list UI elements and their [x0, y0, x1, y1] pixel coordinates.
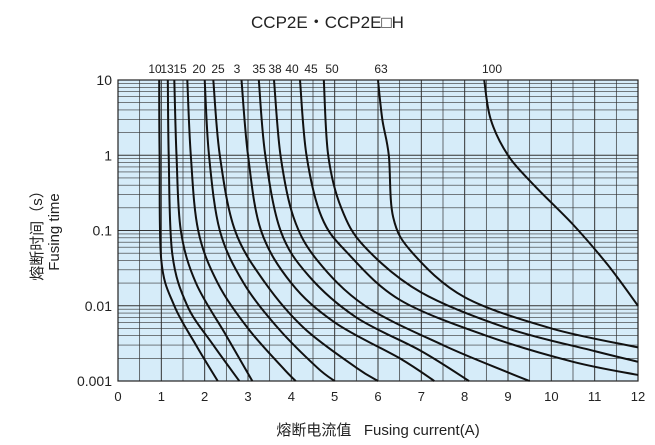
x-tick-label: 0 — [114, 389, 121, 404]
rating-label: 3 — [234, 62, 241, 76]
fuse-curve-10 — [158, 79, 219, 382]
y-tick-label: 10 — [96, 72, 112, 88]
x-tick-label: 10 — [544, 389, 558, 404]
x-axis-label: 熔断电流值 Fusing current(A) — [276, 422, 480, 439]
y-axis-label: 熔断时间（s） Fusing time — [29, 82, 63, 382]
rating-label: 13 — [160, 62, 174, 76]
fuse-curve-50 — [322, 79, 639, 363]
y-tick-label: 0.001 — [77, 373, 112, 389]
x-tick-label: 3 — [244, 389, 251, 404]
y-tick-label: 1 — [104, 147, 112, 163]
fuse-curve-20 — [186, 79, 297, 382]
x-tick-label: 5 — [331, 389, 338, 404]
fuse-curve-15 — [173, 79, 254, 382]
x-tick-label: 2 — [201, 389, 208, 404]
x-tick-label: 9 — [504, 389, 511, 404]
y-axis-label-en: Fusing time — [46, 193, 63, 271]
chart-title: CCP2E・CCP2E□H — [251, 13, 404, 32]
fuse-curve-13 — [166, 79, 241, 382]
x-tick-label: 4 — [288, 389, 295, 404]
rating-label: 45 — [304, 62, 318, 76]
fuse-curve-40 — [273, 79, 531, 382]
x-tick-label: 1 — [158, 389, 165, 404]
x-tick-label: 6 — [374, 389, 381, 404]
rating-label: 10 — [148, 62, 162, 76]
rating-label: 100 — [482, 62, 502, 76]
y-tick-label: 0.01 — [85, 298, 112, 314]
fuse-curve-3 — [212, 79, 379, 382]
fuse-curve-38 — [257, 79, 470, 382]
rating-label: 15 — [173, 62, 187, 76]
rating-label: 50 — [325, 62, 339, 76]
rating-label: 40 — [285, 62, 299, 76]
x-tick-label: 12 — [631, 389, 645, 404]
y-axis-label-cn: 熔断时间（s） — [29, 183, 46, 281]
rating-label: 20 — [192, 62, 206, 76]
x-tick-label: 7 — [418, 389, 425, 404]
fuse-curve-100 — [483, 79, 639, 307]
fuse-curve-35 — [240, 79, 435, 382]
y-tick-label: 0.1 — [93, 223, 113, 239]
fuse-curve-63 — [377, 79, 639, 349]
x-tick-label: 8 — [461, 389, 468, 404]
rating-label: 35 — [252, 62, 266, 76]
fuse-curve-45 — [299, 79, 639, 376]
fuse-curve-25 — [203, 79, 336, 382]
rating-label: 63 — [374, 62, 388, 76]
rating-label: 38 — [268, 62, 282, 76]
rating-label: 25 — [211, 62, 225, 76]
x-tick-label: 11 — [588, 389, 602, 404]
